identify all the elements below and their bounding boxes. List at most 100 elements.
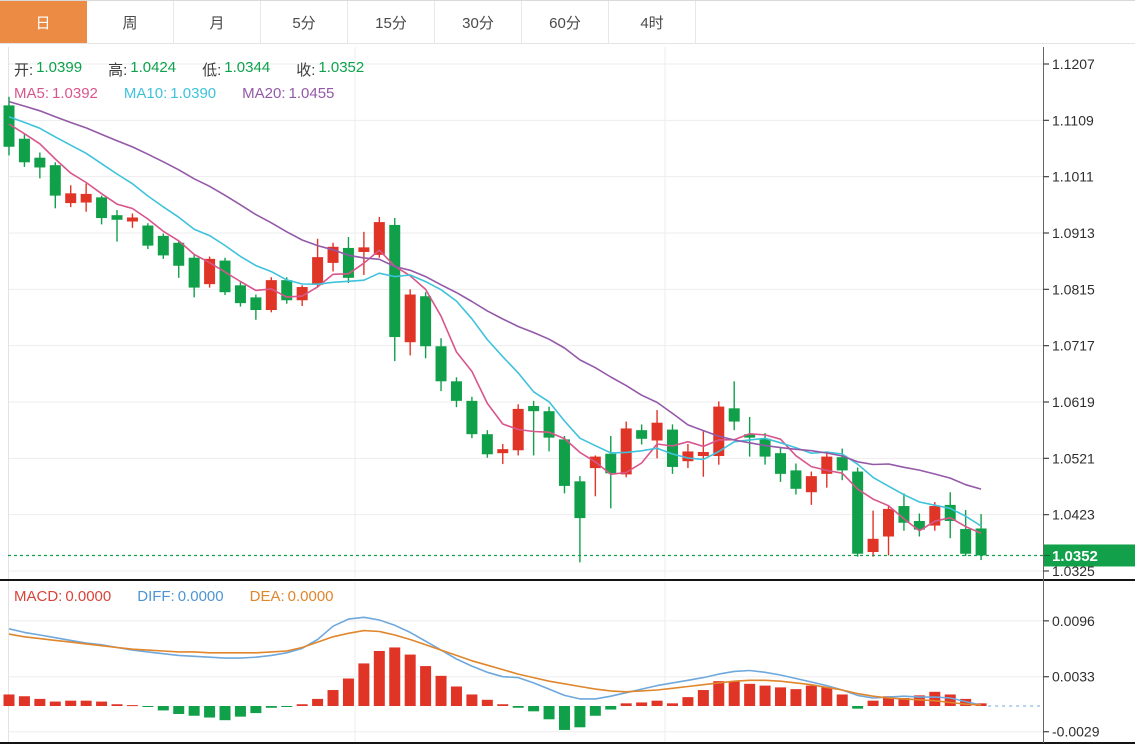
candle-body: [404, 294, 416, 343]
macd-bar: [327, 690, 339, 706]
candle-body: [142, 225, 154, 246]
candle-body: [605, 453, 617, 474]
candle-body: [80, 193, 92, 203]
candle-body: [420, 296, 432, 347]
candle-body: [435, 346, 447, 382]
price-tick-label: 1.1109: [1052, 112, 1094, 128]
tab-day[interactable]: 日: [0, 1, 87, 43]
macd-bar: [929, 691, 941, 706]
ma20-line: [8, 100, 982, 490]
macd-bar: [18, 696, 30, 706]
candle-body: [481, 434, 493, 455]
macd-bar: [80, 700, 92, 706]
macd-bar: [435, 675, 447, 706]
macd-bar: [697, 690, 709, 706]
price-tick-label: 1.0913: [1052, 225, 1095, 241]
tab-month[interactable]: 月: [174, 1, 261, 43]
candle-body: [944, 504, 956, 521]
macd-axis: 0.0096 0.0033 -0.0029: [1043, 613, 1100, 740]
price-tick-label: 1.0815: [1052, 281, 1095, 297]
macd-bar: [219, 706, 231, 721]
candle-body: [34, 157, 46, 168]
price-tick-label: 1.0325: [1052, 563, 1095, 579]
candle-body: [234, 285, 246, 304]
candle-body: [558, 439, 570, 486]
macd-bar: [234, 706, 246, 717]
macd-bar: [265, 706, 277, 708]
candle-body: [852, 471, 864, 554]
macd-bar: [373, 651, 385, 706]
price-tick-label: 1.0717: [1052, 338, 1095, 354]
macd-bar: [466, 694, 478, 706]
candle-body: [666, 429, 678, 467]
candle-body: [157, 235, 169, 256]
candle-body: [867, 538, 879, 553]
macd-bar: [96, 701, 108, 706]
candle-body: [111, 215, 123, 220]
candle-body: [805, 476, 817, 493]
macd-tick-label: -0.0029: [1052, 724, 1100, 740]
candle-body: [775, 453, 786, 474]
macd-bar: [589, 706, 601, 716]
ma10-line: [8, 115, 982, 527]
candle-body: [790, 470, 802, 489]
candle-body: [126, 217, 138, 222]
macd-bar: [528, 706, 540, 712]
candle-body: [960, 529, 972, 554]
candle-body: [821, 456, 833, 474]
price-axis: 1.1207 1.1109 1.1011 1.0913 1.0815 1.0717 1.06…: [1043, 56, 1095, 579]
macd-bar: [142, 706, 154, 707]
tab-15min[interactable]: 15分: [348, 1, 435, 43]
macd-bar: [497, 704, 509, 706]
macd-bar: [204, 706, 216, 718]
macd-bar: [713, 681, 725, 706]
candlestick-macd-chart[interactable]: 1.1207 1.1109 1.1011 1.0913 1.0815 1.0717 1.06…: [0, 44, 1135, 746]
candle-body: [929, 506, 941, 526]
candle-body: [96, 197, 108, 219]
macd-bar: [34, 698, 46, 706]
candle-body: [836, 457, 848, 471]
candle-body: [204, 258, 216, 285]
macd-bar: [960, 698, 972, 706]
macd-bar: [420, 666, 432, 706]
candle-body: [250, 297, 262, 311]
candle-body: [574, 481, 586, 519]
macd-bar: [543, 706, 555, 720]
macd-tick-label: 0.0033: [1052, 669, 1095, 685]
macd-bar: [636, 702, 648, 706]
candle-body: [898, 506, 910, 523]
macd-bar: [821, 687, 833, 706]
macd-bar: [49, 701, 61, 706]
macd-bar: [111, 704, 123, 706]
macd-bar: [188, 706, 200, 716]
candle-body: [389, 224, 401, 338]
tab-4hour[interactable]: 4时: [609, 1, 696, 43]
macd-bar: [759, 685, 771, 706]
tab-week[interactable]: 周: [87, 1, 174, 43]
macd-bar: [913, 695, 925, 706]
macd-bar: [620, 703, 632, 706]
candle-body: [543, 411, 555, 438]
current-price-tag: 1.0352: [1044, 544, 1135, 567]
macd-bar: [805, 685, 817, 706]
macd-bar: [867, 700, 879, 706]
candle-body: [682, 451, 694, 462]
candle-body: [358, 247, 370, 252]
macd-bar: [404, 654, 416, 706]
diff-line: [8, 616, 982, 706]
macd-bar: [744, 683, 756, 706]
candle-body: [173, 242, 185, 266]
tab-60min[interactable]: 60分: [522, 1, 609, 43]
candle-body: [450, 381, 462, 401]
price-tick-label: 1.0521: [1052, 450, 1095, 466]
tab-5min[interactable]: 5分: [261, 1, 348, 43]
candles: [3, 96, 987, 563]
tab-30min[interactable]: 30分: [435, 1, 522, 43]
price-tick-label: 1.0423: [1052, 507, 1095, 523]
candle-body: [713, 406, 725, 457]
macd-bar: [836, 694, 848, 706]
macd-bar: [65, 700, 77, 706]
candle-body: [18, 138, 30, 163]
macd-bar: [296, 704, 308, 706]
ma5-line: [8, 123, 982, 534]
